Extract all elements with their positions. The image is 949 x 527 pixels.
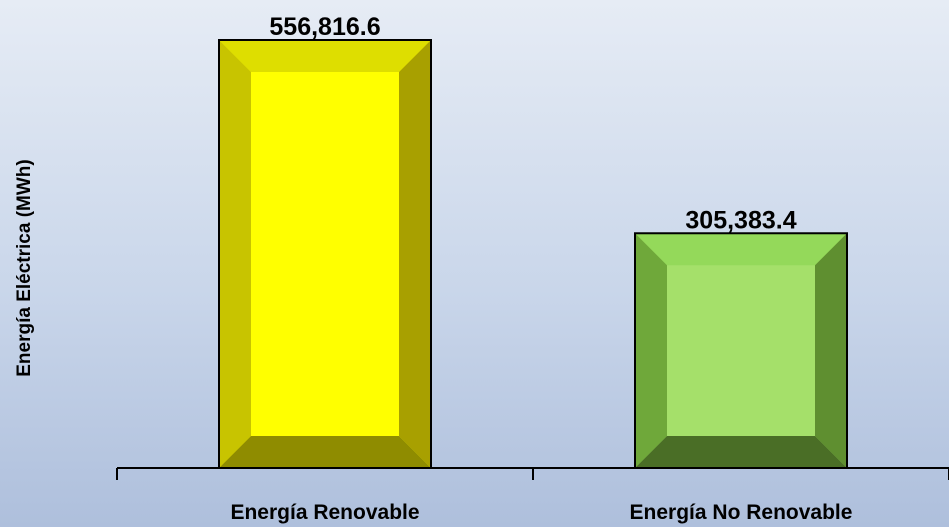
category-label-1: Energía Renovable [230,501,419,524]
bar-1 [218,39,432,469]
bars-group [218,39,848,469]
category-label-2: Energía No Renovable [630,501,853,524]
value-label-2: 305,383.4 [685,206,796,234]
y-axis-label: Energía Eléctrica (MWh) [14,159,35,377]
value-labels: 556,816.6 305,383.4 [269,13,796,234]
category-labels: Energía Renovable Energía No Renovable [230,501,852,524]
x-axis [116,467,949,480]
value-label-1: 556,816.6 [269,13,380,41]
bar-2 [634,232,848,469]
